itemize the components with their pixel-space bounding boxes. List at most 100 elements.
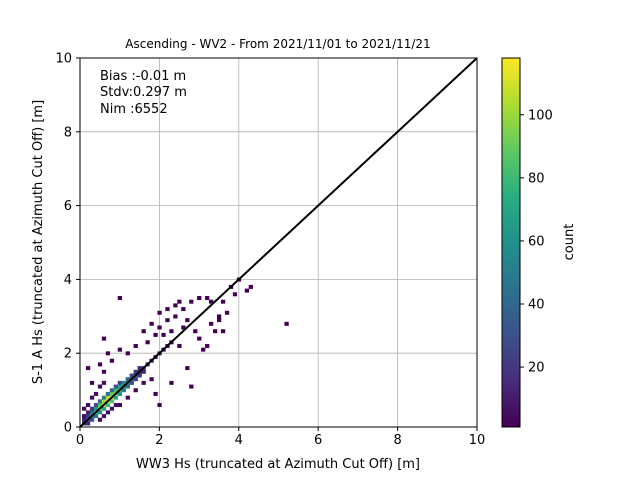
heatmap-cell	[81, 417, 87, 422]
heatmap-cell	[117, 347, 122, 352]
heatmap-cell	[189, 299, 194, 304]
heatmap-cell	[216, 314, 222, 319]
x-tick-label: 2	[155, 433, 163, 448]
heatmap-cell	[81, 414, 87, 419]
annotation-stdv: Stdv:0.297 m	[100, 85, 187, 100]
heatmap-cell	[117, 391, 122, 396]
x-tick-label: 4	[235, 433, 243, 448]
heatmap-cell	[224, 310, 230, 315]
heatmap-cell	[157, 325, 162, 330]
heatmap-cell	[181, 325, 186, 330]
heatmap-cell	[133, 388, 138, 393]
heatmap-cell	[284, 321, 289, 326]
heatmap-cell	[220, 299, 226, 304]
y-tick-label: 6	[64, 199, 72, 214]
heatmap-cell	[133, 343, 138, 348]
heatmap-cell	[161, 332, 166, 337]
heatmap-cell	[101, 369, 107, 374]
heatmap-cell	[117, 403, 122, 408]
annotation-bias: Bias :-0.01 m	[100, 69, 186, 84]
y-tick-label: 2	[64, 347, 72, 362]
heatmap-cell	[205, 343, 210, 348]
heatmap-cell	[97, 384, 103, 389]
x-tick-label: 8	[393, 433, 401, 448]
heatmap-cell	[105, 351, 111, 356]
heatmap-cell	[85, 403, 91, 408]
colorbar-tick-label: 100	[528, 108, 553, 123]
heatmap-cell	[93, 391, 99, 396]
heatmap-cell	[109, 358, 115, 363]
heatmap-cell	[101, 336, 107, 341]
heatmap-cell	[145, 340, 150, 345]
heatmap-cell	[157, 403, 162, 408]
heatmap-cell	[125, 377, 130, 382]
x-axis-ticks: 0 2 4 6 8 10	[76, 427, 485, 448]
y-tick-label: 8	[64, 125, 72, 140]
heatmap-cell	[232, 292, 238, 297]
heatmap-cell	[153, 332, 158, 337]
heatmap-cell	[125, 351, 130, 356]
heatmap-cell	[133, 377, 138, 382]
heatmap-cell	[248, 284, 253, 289]
heatmap-cell	[169, 329, 174, 334]
heatmap-cell	[121, 380, 126, 385]
heatmap-cell	[93, 414, 99, 419]
reference-line	[79, 57, 478, 428]
heatmap-cell	[125, 395, 130, 400]
x-tick-label: 6	[314, 433, 322, 448]
colorbar-tick-label: 80	[528, 171, 545, 186]
heatmap-cell	[89, 406, 95, 411]
heatmap-cell	[149, 321, 154, 326]
heatmap-cell	[129, 373, 134, 378]
heatmap-cell	[117, 384, 122, 389]
heatmap-cell	[101, 380, 107, 385]
heatmap-cell	[157, 310, 162, 315]
grid	[79, 57, 478, 428]
heatmap-cell	[165, 318, 170, 323]
heatmap-cell	[205, 296, 210, 300]
heatmap-cell	[109, 388, 115, 393]
heatmap-cell	[81, 406, 87, 411]
y-tick-label: 10	[55, 52, 72, 67]
colorbar-tick-label: 40	[528, 298, 545, 313]
heatmap-cell	[113, 403, 119, 408]
heatmap-cell	[85, 414, 91, 419]
heatmap-cell	[89, 380, 95, 385]
heatmap-cell	[177, 343, 182, 348]
heatmap-cell	[209, 321, 214, 326]
heatmap-cell	[101, 395, 107, 400]
heatmap-cell	[125, 384, 130, 389]
heatmap-cell	[97, 417, 103, 422]
heatmap-cell	[85, 410, 91, 415]
colorbar	[501, 57, 521, 428]
y-axis-label: S-1 A Hs (truncated at Azimuth Cut Off) …	[31, 100, 46, 384]
heatmap-cell	[109, 399, 115, 404]
heatmap-cell	[97, 410, 103, 415]
chart-title: Ascending - WV2 - From 2021/11/01 to 202…	[125, 37, 430, 51]
y-axis-ticks: 0 2 4 6 8 10	[55, 52, 80, 436]
heatmap-cell	[89, 395, 95, 400]
colorbar-tick-label: 60	[528, 234, 545, 249]
heatmap-cell	[89, 417, 95, 422]
heatmap-cell	[193, 329, 198, 334]
heatmap-cell	[181, 307, 186, 312]
heatmap-cell	[113, 395, 119, 400]
y-tick-label: 4	[64, 273, 72, 288]
heatmap-cell	[177, 299, 182, 304]
heatmap-cell	[137, 373, 142, 378]
heatmap-cell	[141, 380, 146, 385]
heatmap-cell	[113, 384, 119, 389]
heatmap-cell	[97, 362, 103, 367]
heatmap-cell	[169, 380, 174, 385]
x-axis-label: WW3 Hs (truncated at Azimuth Cut Off) [m…	[136, 457, 420, 472]
heatmap-cell	[149, 377, 154, 382]
heatmap-cell	[173, 314, 178, 319]
heatmap-cell	[93, 406, 99, 411]
heatmap-cell	[189, 384, 194, 389]
heatmap-cell	[117, 296, 122, 300]
heatmap-cell	[129, 380, 134, 385]
heatmap-cell	[201, 347, 206, 352]
heatmap-cell	[105, 403, 111, 408]
heatmap-cell	[105, 395, 111, 400]
